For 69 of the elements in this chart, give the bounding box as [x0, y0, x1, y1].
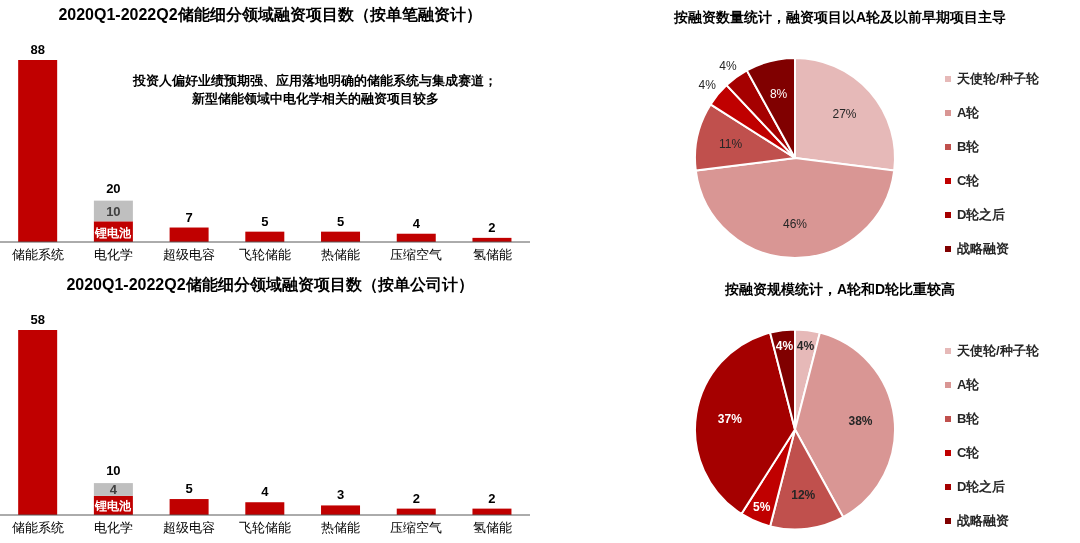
data-label: 38% [848, 414, 873, 429]
data-label: 4 [109, 482, 118, 498]
x-tick-label: 压缩空气 [390, 247, 443, 263]
data-label: 4 [412, 215, 421, 231]
x-tick-label: 储能系统 [11, 520, 64, 536]
data-label: 12% [791, 487, 816, 502]
data-label: 7 [185, 209, 193, 225]
x-tick-label: 氢储能 [472, 520, 512, 536]
chart-title: 按融资规模统计，A轮和D轮比重较高 [723, 280, 957, 299]
data-label: 2 [412, 490, 420, 506]
legend-label: A轮 [957, 104, 980, 122]
legend-label: B轮 [957, 138, 980, 156]
annotation: 新型储能领域中电化学相关的融资项目较多 [190, 90, 440, 108]
x-tick-label: 飞轮储能 [239, 520, 291, 536]
x-tick-label: 储能系统 [11, 247, 64, 263]
bar [18, 60, 58, 242]
x-tick-label: 电化学 [94, 520, 134, 536]
data-label: 8% [769, 87, 788, 102]
bar [169, 227, 209, 242]
data-label: 10 [106, 203, 121, 219]
bar [245, 502, 285, 515]
data-label: 5 [185, 481, 193, 497]
data-label: 4% [698, 78, 717, 93]
data-label: 4% [796, 339, 815, 354]
data-label: 27% [832, 107, 857, 122]
chart-title: 2020Q1-2022Q2储能细分领域融资项目数（按单公司计） [65, 275, 475, 295]
data-label: 2 [488, 490, 496, 506]
total-label: 20 [106, 180, 121, 196]
data-label: 5 [261, 213, 269, 229]
legend-label: 战略融资 [957, 240, 1009, 258]
data-label: 3 [336, 487, 345, 503]
annotation: 锂电池 [94, 499, 133, 514]
x-tick-label: 飞轮储能 [239, 247, 291, 263]
data-label: 11% [719, 136, 743, 151]
total-label: 10 [106, 463, 121, 479]
data-label: 2 [488, 219, 496, 235]
legend-label: 天使轮/种子轮 [957, 70, 1039, 88]
legend-label: 战略融资 [957, 512, 1009, 530]
legend-label: 天使轮/种子轮 [957, 342, 1039, 360]
annotation: 投资人偏好业绩预期强、应用落地明确的储能系统与集成赛道； [131, 72, 498, 90]
chart-title: 按融资数量统计，融资项目以A轮及以前早期项目主导 [672, 8, 1008, 27]
legend-label: D轮之后 [957, 478, 1006, 496]
legend-label: C轮 [957, 172, 980, 190]
legend-label: A轮 [957, 376, 980, 394]
x-tick-label: 超级电容 [163, 520, 216, 536]
x-tick-label: 热储能 [321, 247, 361, 263]
x-tick-label: 电化学 [94, 247, 134, 263]
data-label: 5% [752, 499, 771, 514]
bar [169, 499, 209, 515]
data-label: 5 [336, 213, 345, 229]
legend-label: C轮 [957, 444, 980, 462]
data-label: 46% [782, 217, 808, 231]
data-label: 4% [719, 58, 737, 73]
bar [18, 330, 58, 515]
annotation: 锂电池 [94, 225, 133, 240]
chart-title: 2020Q1-2022Q2储能细分领域融资项目数（按单笔融资计） [57, 5, 483, 25]
data-label: 37% [717, 412, 743, 427]
legend-label: D轮之后 [957, 206, 1006, 224]
data-label: 58 [30, 312, 45, 327]
data-label: 88 [30, 42, 45, 57]
x-tick-label: 超级电容 [163, 247, 216, 263]
data-label: 4% [775, 339, 794, 354]
legend-label: B轮 [957, 410, 980, 428]
x-tick-label: 热储能 [321, 520, 361, 536]
bar [321, 505, 361, 515]
bar [93, 483, 133, 496]
x-tick-label: 压缩空气 [390, 520, 443, 536]
data-label: 4 [261, 484, 270, 500]
x-tick-label: 氢储能 [472, 247, 512, 263]
